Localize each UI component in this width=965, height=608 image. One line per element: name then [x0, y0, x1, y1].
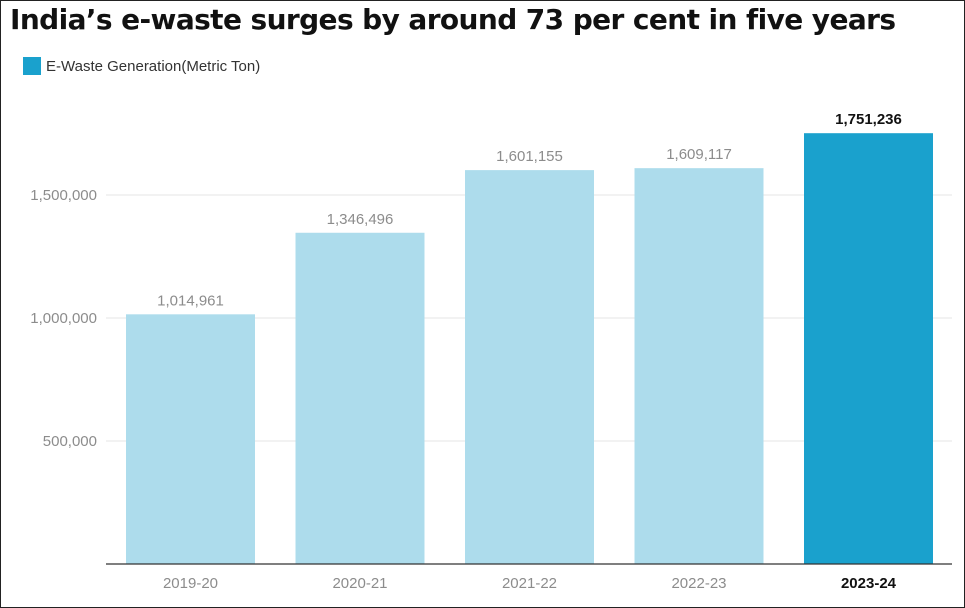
legend: E-Waste Generation(Metric Ton)	[23, 57, 260, 75]
bar	[465, 170, 594, 564]
bar	[295, 232, 425, 565]
x-tick-label: 2019-20	[163, 575, 218, 592]
x-tick-label: 2022-23	[671, 575, 726, 592]
y-tick-label: 1,500,000	[30, 187, 97, 204]
data-label: 1,751,236	[835, 111, 902, 128]
legend-swatch	[23, 57, 41, 75]
x-tick-label: 2023-24	[841, 575, 897, 592]
x-tick-label: 2021-22	[502, 575, 557, 592]
chart-title: India’s e-waste surges by around 73 per …	[10, 3, 896, 36]
data-label: 1,014,961	[157, 292, 224, 309]
bar	[634, 168, 764, 564]
y-tick-label: 1,000,000	[30, 310, 97, 327]
data-label: 1,601,155	[496, 148, 563, 165]
bar	[804, 133, 933, 565]
legend-label: E-Waste Generation(Metric Ton)	[46, 57, 261, 75]
data-label: 1,346,496	[327, 211, 394, 228]
y-tick-label: 500,000	[43, 433, 97, 450]
x-tick-label: 2020-21	[332, 575, 387, 592]
bar	[126, 314, 255, 564]
data-label: 1,609,117	[666, 146, 732, 163]
